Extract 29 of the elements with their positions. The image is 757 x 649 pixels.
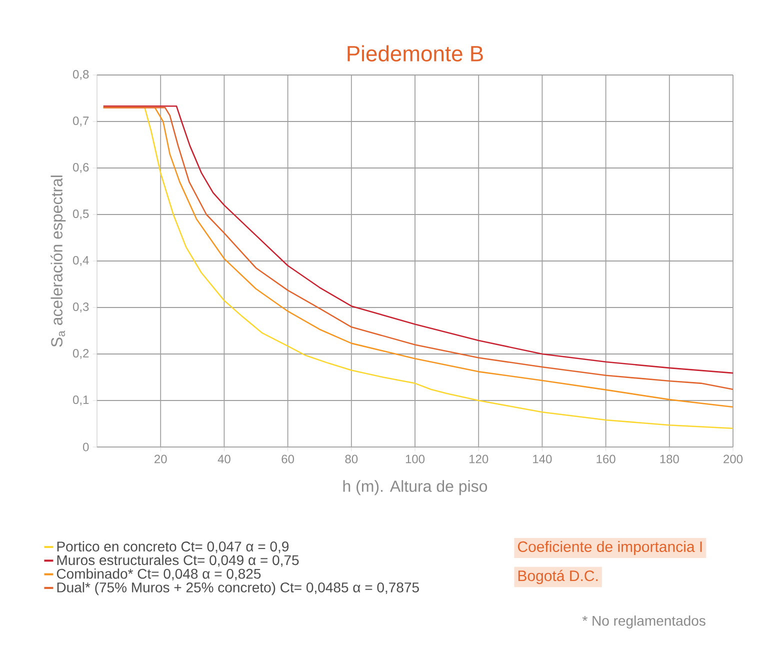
y-tick-label: 0,4 xyxy=(72,256,89,266)
legend-label: Combinado* Ct= 0,048 α = 0,825 xyxy=(56,568,261,580)
x-tick-label: 200 xyxy=(724,454,743,464)
chart-title: Piedemonte B xyxy=(348,45,483,62)
y-tick-label: 0,3 xyxy=(72,302,89,312)
text: * No reglamentados xyxy=(582,615,706,629)
text: Bogotá D.C. xyxy=(518,570,598,584)
text: Coeficiente de importancia I xyxy=(518,541,702,555)
legend-label: Muros estructurales Ct= 0,049 α = 0,75 xyxy=(57,554,299,567)
x-tick-label: 140 xyxy=(533,454,552,464)
y-tick-label: 0,8 xyxy=(72,70,89,80)
legend-label: Dual* (75% Muros + 25% concreto) Ct= 0,0485 α = 0,7875 xyxy=(57,582,419,596)
x-tick-label: 100 xyxy=(406,454,425,464)
x-tick-label: 120 xyxy=(470,454,488,464)
y-tick-label: 0,5 xyxy=(72,210,89,220)
x-tick-label: 60 xyxy=(282,454,294,464)
y-tick-label: 0 xyxy=(83,442,89,452)
y-tick-label: 0,2 xyxy=(72,349,89,359)
x-tick-label: 160 xyxy=(596,454,616,464)
x-tick-label: 80 xyxy=(345,454,358,464)
x-tick-label: 40 xyxy=(218,454,230,464)
y-axis-title: S$_{a}$ aceleración espectral xyxy=(50,176,66,347)
legend-label: Portico en concreto Ct= 0,047 α = 0,9 xyxy=(57,541,289,554)
x-tick-label: 20 xyxy=(154,454,167,464)
y-tick-label: 0,1 xyxy=(72,396,89,406)
y-tick-label: 0,6 xyxy=(72,163,89,173)
x-axis-title: h (m). Altura de piso xyxy=(343,480,488,496)
y-tick-label: 0,7 xyxy=(72,116,89,126)
x-tick-label: 180 xyxy=(660,454,679,464)
